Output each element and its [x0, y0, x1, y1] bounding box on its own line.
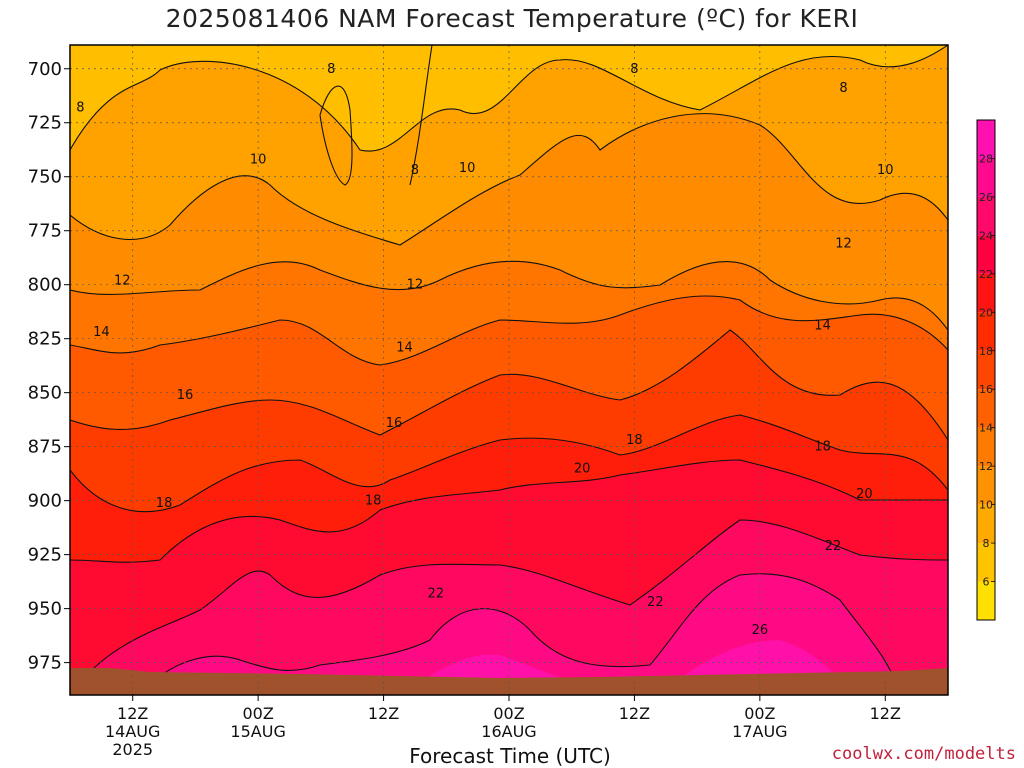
isotherm-label: 20 — [574, 461, 591, 476]
colorbar-tick-label: 20 — [979, 306, 993, 319]
isotherm-label: 8 — [630, 62, 638, 77]
colorbar-swatch — [977, 504, 995, 544]
isotherm-label: 8 — [327, 62, 335, 77]
isotherm-label: 14 — [814, 319, 831, 334]
y-tick-label: 975 — [28, 653, 62, 674]
colorbar-tick-label: 22 — [979, 268, 993, 281]
isotherm-label: 16 — [386, 416, 403, 431]
x-axis-label: Forecast Time (UTC) — [409, 744, 611, 768]
colorbar-tick-label: 26 — [979, 191, 993, 204]
isotherm-label: 22 — [825, 539, 842, 554]
y-tick-label: 700 — [28, 59, 62, 80]
colorbar-tick-label: 6 — [983, 576, 990, 589]
isotherm-label: 14 — [93, 325, 110, 340]
x-tick-label: 00Z — [493, 704, 524, 723]
isotherm-label: 18 — [626, 433, 643, 448]
source-credit: coolwx.com/modelts — [831, 744, 1016, 764]
x-tick-label: 00Z — [744, 704, 775, 723]
colorbar-swatch — [977, 235, 995, 274]
colorbar-tick-label: 8 — [983, 537, 990, 550]
colorbar-tick-label: 16 — [979, 383, 993, 396]
colorbar-swatch — [977, 196, 995, 236]
grid — [70, 45, 948, 695]
colorbar-tick-label: 18 — [979, 345, 993, 358]
isotherm-label: 10 — [459, 161, 476, 176]
isotherm-label: 12 — [835, 237, 852, 252]
isotherm-label: 18 — [156, 496, 173, 511]
y-tick-label: 900 — [28, 491, 62, 512]
colorbar-swatch — [977, 427, 995, 467]
colorbar-swatch — [977, 543, 995, 582]
isotherm-label: 22 — [647, 595, 664, 610]
isotherm-label: 26 — [752, 623, 769, 638]
x-tick-label: 12Z — [619, 704, 650, 723]
y-tick-label: 925 — [28, 545, 62, 566]
isotherm-label: 8 — [839, 81, 847, 96]
colorbar-swatch — [977, 581, 995, 620]
y-tick-label: 950 — [28, 599, 62, 620]
isotherm-label: 12 — [114, 273, 131, 288]
x-tick-date: 17AUG — [732, 722, 787, 741]
x-tick-label: 12Z — [870, 704, 901, 723]
isotherm-label: 18 — [365, 494, 382, 509]
isotherm-label: 22 — [428, 587, 445, 602]
y-tick-label: 725 — [28, 113, 62, 134]
isotherm-label: 10 — [877, 163, 894, 178]
x-tick-date: 15AUG — [230, 722, 285, 741]
y-tick-label: 800 — [28, 275, 62, 296]
y-tick-label: 875 — [28, 437, 62, 458]
y-tick-label: 850 — [28, 383, 62, 404]
colorbar-tick-label: 24 — [979, 229, 993, 242]
isotherm-label: 8 — [76, 101, 84, 116]
x-tick-date: 16AUG — [481, 722, 536, 741]
isotherm-label: 14 — [396, 340, 413, 355]
isotherm-label: 10 — [250, 152, 267, 167]
colorbar-tick-label: 10 — [979, 499, 993, 512]
isotherm-label: 12 — [407, 278, 424, 293]
plot-frame — [69, 44, 949, 696]
x-tick-label: 12Z — [368, 704, 399, 723]
isotherm-labels: 8 8 8 8 8 10 10 10 12 12 12 14 14 14 16 16 18 18 18 18 20 20 2… — [76, 62, 893, 638]
colorbar-swatch — [977, 389, 995, 428]
colorbar-swatch — [977, 158, 995, 197]
isotherm-label: 8 — [411, 163, 419, 178]
colorbar-tick-label: 28 — [979, 152, 993, 165]
colorbar-tick-label: 12 — [979, 460, 993, 473]
isotherm-lines — [70, 45, 948, 695]
y-tick-label: 775 — [28, 221, 62, 242]
isotherm-label: 18 — [814, 440, 831, 455]
colorbar-swatch — [977, 466, 995, 505]
colorbar-swatch — [977, 350, 995, 390]
colorbar-swatch — [977, 120, 995, 159]
isotherm-label: 16 — [177, 388, 194, 403]
chart-title: 2025081406 NAM Forecast Temperature (ºC)… — [165, 4, 859, 33]
x-tick-date: 14AUG — [105, 722, 160, 741]
y-tick-label: 750 — [28, 167, 62, 188]
colorbar: 6 8 10 12 14 16 18 20 22 24 26 28 — [976, 119, 996, 621]
x-tick-label: 00Z — [242, 704, 273, 723]
colorbar-swatch — [977, 273, 995, 313]
colorbar-frame — [976, 119, 996, 621]
x-tick-year: 2025 — [112, 740, 153, 759]
isotherm-label: 20 — [856, 487, 873, 502]
colorbar-swatch — [977, 312, 995, 351]
y-tick-label: 825 — [28, 329, 62, 350]
x-tick-label: 12Z — [117, 704, 148, 723]
colorbar-tick-label: 14 — [979, 422, 993, 435]
y-axis: 700 725 750 775 800 825 850 875 900 925 950 975 — [28, 59, 70, 674]
